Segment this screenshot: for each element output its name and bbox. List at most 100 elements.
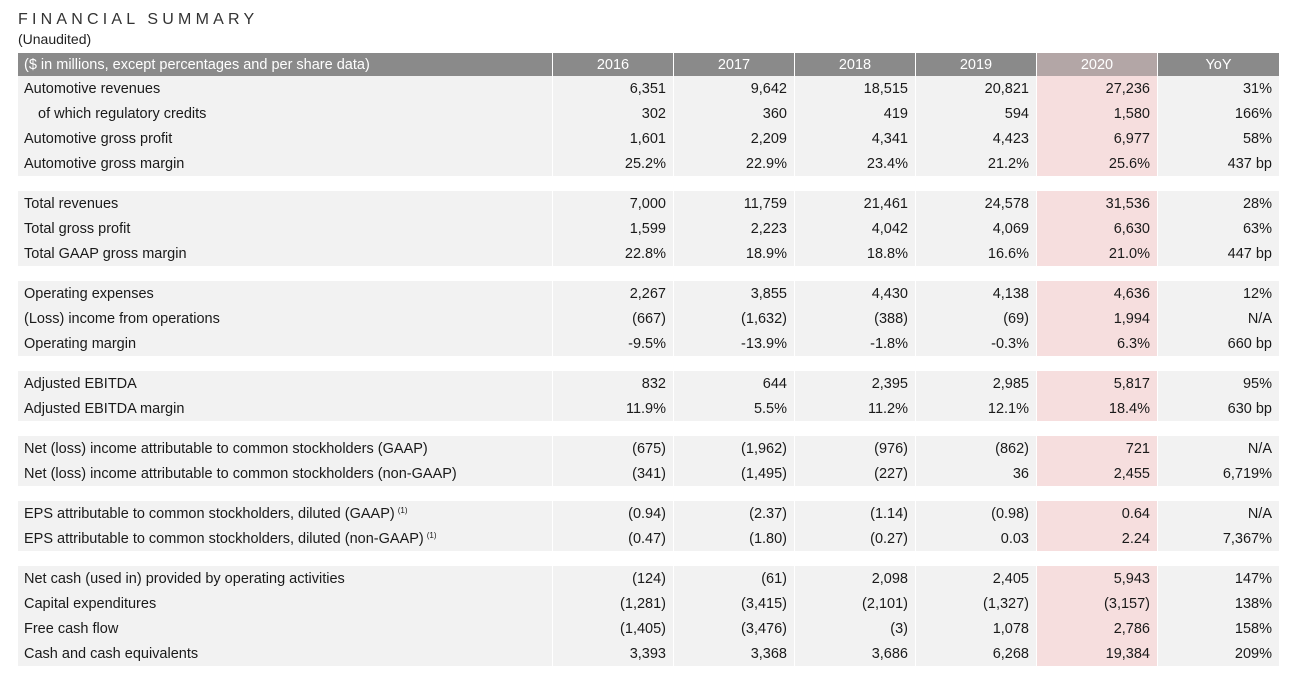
financial-summary-table: ($ in millions, except percentages and p… [18,53,1279,666]
value-cell-2016: 3,393 [553,641,674,666]
row-label-text: Automotive gross profit [24,130,173,147]
yoy-header: YoY [1158,53,1279,76]
value-cell-2016: 1,601 [553,126,674,151]
header-label: ($ in millions, except percentages and p… [18,53,553,76]
value-cell-2016: (0.47) [553,526,674,551]
value-cell-2017: (3,415) [674,591,795,616]
value-cell-2017: 3,855 [674,281,795,306]
row-label-text: Automotive revenues [24,80,161,97]
value-cell-2016: 6,351 [553,76,674,101]
row-label-text: Total GAAP gross margin [24,245,187,262]
value-cell-2020: 5,943 [1037,566,1158,591]
value-cell-2018: 419 [795,101,916,126]
value-cell-2020: 27,236 [1037,76,1158,101]
value-cell-2020: 19,384 [1037,641,1158,666]
spacer-cell [18,486,1279,501]
value-cell-2020: 18.4% [1037,396,1158,421]
row-label-text: Automotive gross margin [24,155,185,172]
value-cell-2018: -1.8% [795,331,916,356]
row-label: Free cash flow [18,616,553,641]
value-cell-2017: 644 [674,371,795,396]
value-cell-2017: (2.37) [674,501,795,526]
row-label: of which regulatory credits [18,101,553,126]
table-row: Operating expenses 2,267 3,855 4,430 4,138 4,… [18,281,1279,306]
value-cell-2019: (0.98) [916,501,1037,526]
value-cell-2018: 4,430 [795,281,916,306]
value-cell-2019: 20,821 [916,76,1037,101]
yoy-cell: 63% [1158,216,1279,241]
group-spacer [18,266,1279,281]
value-cell-2019: 4,069 [916,216,1037,241]
value-cell-2020: 6,977 [1037,126,1158,151]
row-label-text: EPS attributable to common stockholders,… [24,505,395,522]
value-cell-2018: 18.8% [795,241,916,266]
value-cell-2016: 2,267 [553,281,674,306]
value-cell-2019: 4,423 [916,126,1037,151]
value-cell-2019: 1,078 [916,616,1037,641]
row-label: Adjusted EBITDA margin [18,396,553,421]
table-body: Automotive revenues 6,351 9,642 18,515 20,82… [18,76,1279,666]
row-label: EPS attributable to common stockholders,… [18,501,553,526]
table-row: Cash and cash equivalents 3,393 3,368 3,686… [18,641,1279,666]
yoy-cell: 630 bp [1158,396,1279,421]
table-row: Adjusted EBITDA margin 11.9% 5.5% 11.2% 12.1… [18,396,1279,421]
value-cell-2018: 3,686 [795,641,916,666]
value-cell-2018: 4,042 [795,216,916,241]
value-cell-2020: 721 [1037,436,1158,461]
yoy-cell: 437 bp [1158,151,1279,176]
yoy-cell: 12% [1158,281,1279,306]
value-cell-2016: 11.9% [553,396,674,421]
value-cell-2017: 22.9% [674,151,795,176]
value-cell-2019: 24,578 [916,191,1037,216]
row-label-text: Adjusted EBITDA margin [24,400,185,417]
value-cell-2018: 2,395 [795,371,916,396]
row-label: Total gross profit [18,216,553,241]
value-cell-2018: (1.14) [795,501,916,526]
table-row: Automotive gross margin 25.2% 22.9% 23.4% 21… [18,151,1279,176]
yoy-cell: 660 bp [1158,331,1279,356]
value-cell-2019: 2,985 [916,371,1037,396]
value-cell-2017: (1,495) [674,461,795,486]
table-row: Total gross profit 1,599 2,223 4,042 4,069 6,… [18,216,1279,241]
value-cell-2019: 36 [916,461,1037,486]
table-header-row: ($ in millions, except percentages and p… [18,53,1279,76]
row-label: Adjusted EBITDA [18,371,553,396]
yoy-cell: N/A [1158,436,1279,461]
row-label-text: Capital expenditures [24,595,157,612]
spacer-cell [18,421,1279,436]
value-cell-2019: (1,327) [916,591,1037,616]
row-label: Cash and cash equivalents [18,641,553,666]
value-cell-2020: 6,630 [1037,216,1158,241]
row-label: (Loss) income from operations [18,306,553,331]
value-cell-2018: 2,098 [795,566,916,591]
table-row: Net (loss) income attributable to common… [18,436,1279,461]
row-label-text: Adjusted EBITDA [24,375,137,392]
value-cell-2017: (61) [674,566,795,591]
table-row: of which regulatory credits 302 360 419 594 1… [18,101,1279,126]
value-cell-2018: 11.2% [795,396,916,421]
group-spacer [18,486,1279,501]
value-cell-2016: 302 [553,101,674,126]
value-cell-2017: 18.9% [674,241,795,266]
yoy-cell: N/A [1158,501,1279,526]
yoy-cell: 6,719% [1158,461,1279,486]
row-label-text: (Loss) income from operations [24,310,220,327]
year-header-2016: 2016 [553,53,674,76]
value-cell-2019: (69) [916,306,1037,331]
year-header-2019: 2019 [916,53,1037,76]
value-cell-2017: 2,223 [674,216,795,241]
row-label-text: Cash and cash equivalents [24,645,199,662]
table-row: Automotive gross profit 1,601 2,209 4,341 4,… [18,126,1279,151]
spacer-cell [18,176,1279,191]
value-cell-2016: (1,281) [553,591,674,616]
value-cell-2018: 4,341 [795,126,916,151]
value-cell-2018: (388) [795,306,916,331]
value-cell-2016: 1,599 [553,216,674,241]
table-row: Total GAAP gross margin 22.8% 18.9% 18.8% 16… [18,241,1279,266]
row-label: Total GAAP gross margin [18,241,553,266]
value-cell-2019: 4,138 [916,281,1037,306]
spacer-cell [18,356,1279,371]
value-cell-2019: 16.6% [916,241,1037,266]
table-row: Free cash flow (1,405) (3,476) (3) 1,078 2,78… [18,616,1279,641]
value-cell-2019: 12.1% [916,396,1037,421]
